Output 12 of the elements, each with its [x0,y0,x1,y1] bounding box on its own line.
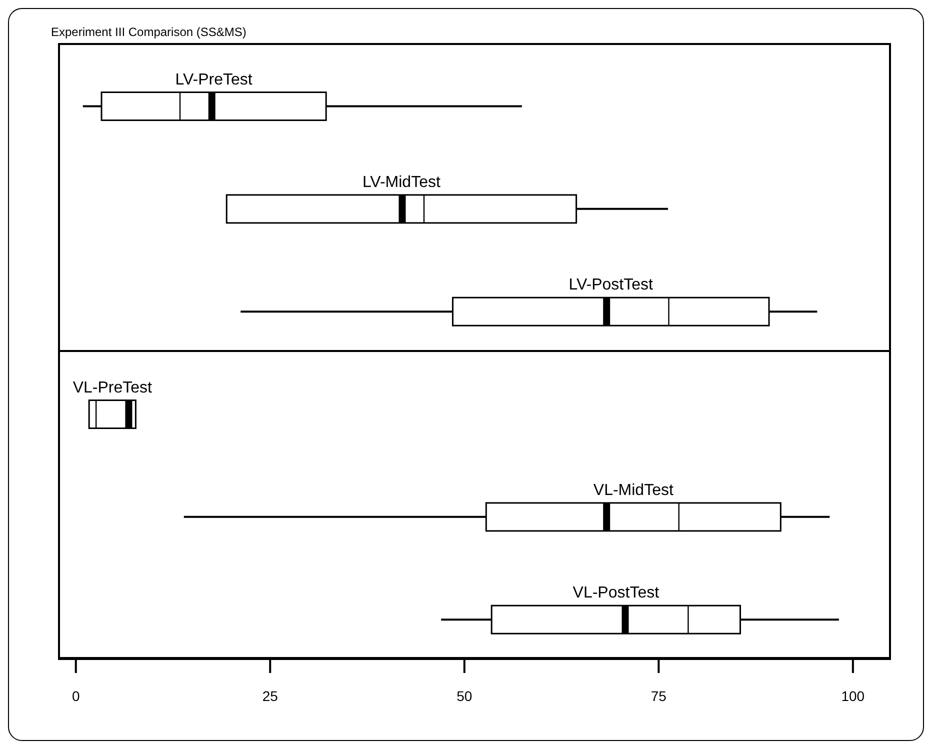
y-tick-label: VL-PreTest [72,379,153,396]
x-tick-label: 50 [456,688,472,704]
y-tick-label: LV-MidTest [362,174,441,191]
x-tick-label: 100 [841,688,865,704]
x-tick-label: 25 [262,688,278,704]
y-tick-label: LV-PostTest [568,276,654,294]
x-tick-label: 75 [650,688,667,704]
y-tick-label: VL-MidTest [593,482,674,499]
chart-title: Experiment III Comparison (SS&MS) [51,25,246,39]
y-tick-label: LV-PreTest [175,71,253,88]
x-tick-label: 0 [72,688,80,704]
y-tick-label: VL-PostTest [572,584,660,602]
